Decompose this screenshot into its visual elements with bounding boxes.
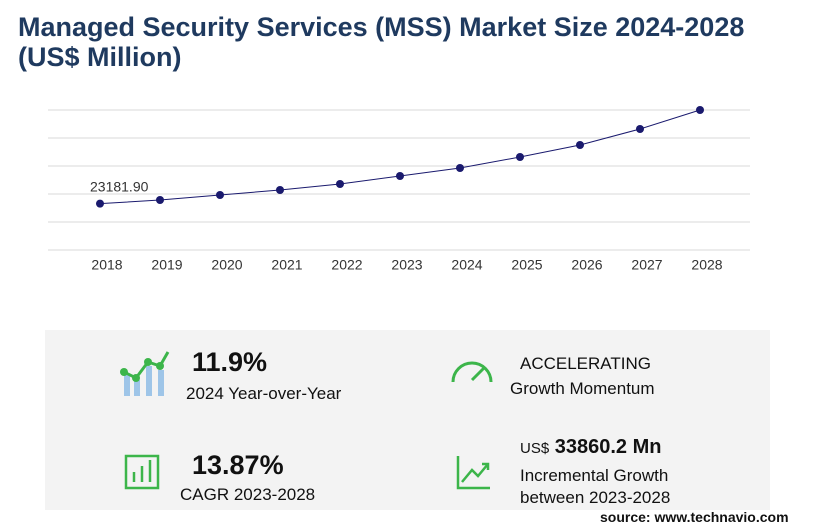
cagr-icon <box>124 454 160 490</box>
stat-label: CAGR 2023-2028 <box>180 485 316 504</box>
point <box>216 191 224 199</box>
stats-panel <box>45 330 770 510</box>
x-tick-label: 2025 <box>511 257 542 273</box>
point <box>96 199 104 208</box>
stat-prefix: US$ <box>520 440 550 457</box>
stat-label: Growth Momentum <box>510 379 655 398</box>
x-tick-label: 2019 <box>151 257 182 273</box>
stat-value: 33860.2 Mn <box>554 436 662 458</box>
stat-value: ACCELERATING <box>520 354 651 373</box>
point <box>396 172 404 180</box>
stat-label: Incremental Growth <box>520 466 669 485</box>
x-tick-label: 2022 <box>331 257 362 273</box>
point <box>696 106 704 114</box>
yoy-icon <box>120 351 170 396</box>
source: source: www.technavio.com <box>600 509 789 525</box>
stat-value: 13.87% <box>192 450 284 480</box>
x-tick-label: 2020 <box>211 257 242 273</box>
x-tick-label: 2018 <box>91 257 122 273</box>
x-tick-label: 2024 <box>451 257 482 273</box>
x-tick-label: 2021 <box>271 257 302 273</box>
stat-value: US$ 33860.2 Mn <box>520 436 661 459</box>
x-tick-label: 2027 <box>631 257 662 273</box>
stat-label: between 2023-2028 <box>520 488 671 507</box>
chart: 2018 2019 2020 2021 2022 2023 2024 2025 2026 2027… <box>48 106 750 273</box>
x-tick-label: 2023 <box>391 257 422 273</box>
point <box>336 180 344 188</box>
point <box>636 125 644 133</box>
stat-value: 11.9% <box>192 347 268 377</box>
point <box>456 164 464 172</box>
gauge-icon <box>451 361 493 383</box>
point <box>156 196 164 204</box>
point <box>516 153 524 161</box>
data-label: 23181.90 <box>90 178 149 194</box>
stat-label: 2024 Year-over-Year <box>186 384 342 403</box>
point <box>576 141 584 149</box>
chart-title: Managed Security Services (MSS) Market S… <box>18 12 745 72</box>
x-tick-label: 2028 <box>691 257 722 273</box>
growth-icon <box>456 456 490 490</box>
point <box>276 186 284 194</box>
x-tick-label: 2026 <box>571 257 602 273</box>
